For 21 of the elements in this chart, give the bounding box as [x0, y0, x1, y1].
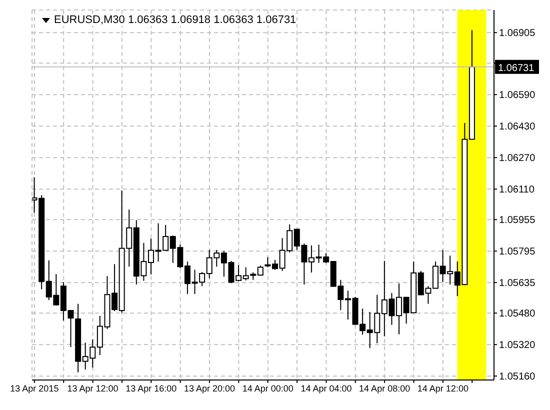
ref-line-label: 1.06731	[498, 62, 535, 74]
x-tick-label: 13 Apr 2015	[10, 383, 59, 394]
x-tick-label: 13 Apr 20:00	[184, 383, 236, 394]
y-tick-label: 1.05955	[499, 215, 536, 226]
y-tick-label: 1.05320	[499, 340, 536, 352]
x-tick-label: 14 Apr 08:00	[359, 383, 410, 394]
x-tick-label: 14 Apr 04:00	[300, 383, 352, 394]
x-tick-label: 13 Apr 16:00	[126, 383, 177, 394]
y-tick-label: 1.06430	[499, 122, 536, 133]
y-tick-label: 1.05160	[499, 372, 536, 383]
chart-title: EURUSD,M30 1.06363 1.06918 1.06363 1.06731	[54, 14, 296, 26]
y-tick-label: 1.06590	[499, 90, 536, 102]
y-tick-label: 1.06110	[499, 184, 535, 196]
y-tick-label: 1.05635	[499, 278, 536, 290]
y-tick-label: 1.05480	[499, 308, 536, 320]
y-tick-label: 1.06270	[499, 153, 536, 164]
x-tick-label: 13 Apr 12:00	[67, 383, 118, 394]
x-tick-label: 14 Apr 00:00	[242, 383, 294, 394]
x-tick-label: 14 Apr 12:00	[417, 383, 468, 394]
y-tick-label: 1.05795	[499, 246, 536, 258]
y-tick-label: 1.06905	[499, 28, 536, 40]
